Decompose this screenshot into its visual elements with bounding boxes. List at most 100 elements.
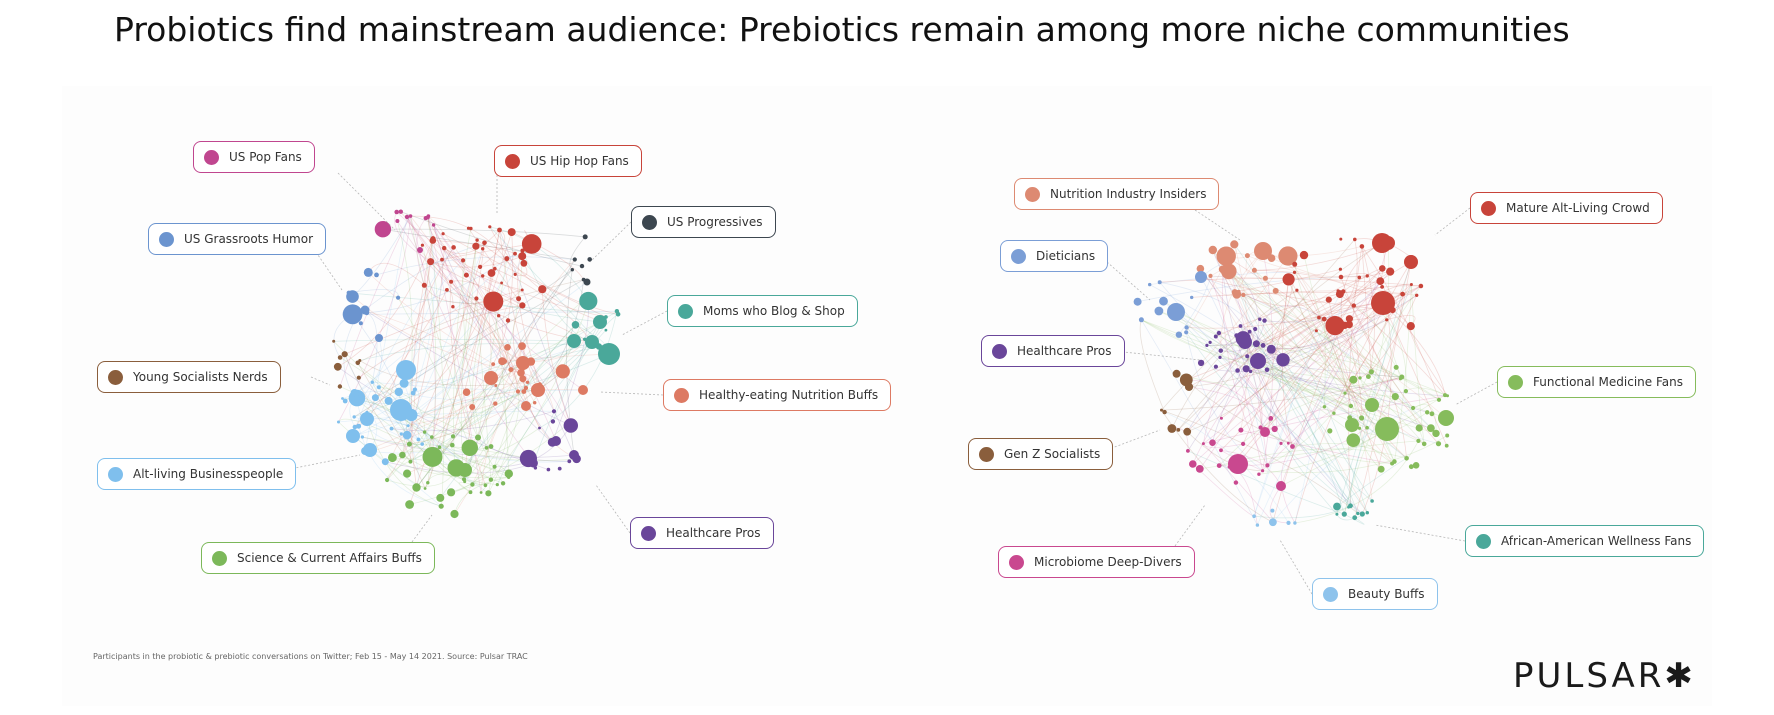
left-node-us-hiphop xyxy=(463,272,469,278)
right-node-microbiome xyxy=(1279,441,1283,445)
right-edge xyxy=(1237,294,1417,465)
right-edge xyxy=(1186,379,1289,444)
label-text: Gen Z Socialists xyxy=(1004,447,1101,461)
right-node-healthcare xyxy=(1238,335,1252,349)
left-node-alt-living xyxy=(384,396,393,405)
left-edge xyxy=(416,259,576,488)
right-node-healthcare xyxy=(1235,368,1240,373)
right-edge xyxy=(1240,325,1368,513)
right-node-functional xyxy=(1408,464,1414,470)
left-node-healthy-eating xyxy=(508,367,514,373)
left-node-moms xyxy=(604,328,608,332)
left-node-us-hiphop xyxy=(469,226,473,231)
left-edge xyxy=(405,259,444,371)
label-microbiome-deep-divers[interactable]: Microbiome Deep-Divers xyxy=(998,546,1195,578)
left-edge xyxy=(541,289,572,426)
left-edge xyxy=(443,247,523,291)
page-title: Probiotics find mainstream audience: Pre… xyxy=(114,10,1570,49)
right-node-functional xyxy=(1375,417,1399,441)
right-edge xyxy=(1256,343,1345,515)
left-node-alt-living xyxy=(376,385,381,390)
label-functional-medicine-fans[interactable]: Functional Medicine Fans xyxy=(1497,366,1696,398)
left-edge xyxy=(406,216,584,391)
right-edge xyxy=(1200,268,1283,366)
left-edge xyxy=(366,418,442,507)
right-node-mature-alt xyxy=(1336,289,1340,293)
right-edge xyxy=(1258,376,1402,475)
label-text: Healthcare Pros xyxy=(1017,344,1112,358)
right-edge xyxy=(1281,279,1293,447)
label-us-grassroots-humor[interactable]: US Grassroots Humor xyxy=(148,223,327,255)
left-node-us-hiphop xyxy=(513,251,517,256)
left-node-us-hiphop xyxy=(518,252,527,261)
right-node-dieticians xyxy=(1184,325,1189,330)
left-node-alt-living xyxy=(363,443,377,457)
label-mature-alt-living-crowd[interactable]: Mature Alt-Living Crowd xyxy=(1470,192,1663,224)
right-node-african-american xyxy=(1352,515,1358,521)
left-node-us-hiphop xyxy=(497,314,501,318)
label-gen-z-socialists[interactable]: Gen Z Socialists xyxy=(968,438,1114,470)
label-moms-who-blog-shop[interactable]: Moms who Blog & Shop xyxy=(667,295,858,327)
label-healthcare-pros-right[interactable]: Healthcare Pros xyxy=(981,335,1125,367)
left-edge xyxy=(421,243,533,445)
right-node-healthcare xyxy=(1197,359,1205,367)
left-node-us-hiphop xyxy=(441,232,445,236)
right-node-functional xyxy=(1438,410,1454,426)
left-edge xyxy=(397,297,471,448)
right-edge xyxy=(1192,318,1325,465)
left-edge xyxy=(476,298,492,480)
left-edge xyxy=(364,378,524,452)
left-edge xyxy=(408,425,468,467)
label-us-progressives[interactable]: US Progressives xyxy=(631,206,776,238)
left-edge xyxy=(410,260,464,416)
leader-line xyxy=(621,310,668,336)
left-node-alt-living xyxy=(399,432,403,436)
left-edge xyxy=(400,211,454,307)
right-edge xyxy=(1210,275,1263,471)
label-us-pop-fans[interactable]: US Pop Fans xyxy=(193,141,315,173)
label-beauty-buffs[interactable]: Beauty Buffs xyxy=(1312,578,1438,610)
left-node-alt-living xyxy=(420,442,425,446)
label-young-socialists-nerds[interactable]: Young Socialists Nerds xyxy=(97,361,281,393)
left-edge xyxy=(382,228,575,260)
left-node-healthy-eating xyxy=(504,344,511,351)
right-node-dieticians xyxy=(1157,280,1162,285)
left-edge xyxy=(407,242,485,426)
leader-line xyxy=(1279,539,1313,595)
right-edge xyxy=(1203,443,1274,523)
right-edge xyxy=(1221,269,1268,466)
left-edge xyxy=(480,387,527,493)
right-edge xyxy=(1250,371,1396,397)
label-nutrition-industry-insiders[interactable]: Nutrition Industry Insiders xyxy=(1014,178,1220,210)
label-alt-living-businesspeople[interactable]: Alt-living Businesspeople xyxy=(97,458,297,490)
left-node-science xyxy=(438,503,444,509)
left-node-us-hiphop xyxy=(427,258,435,266)
label-science-current-affairs-buffs[interactable]: Science & Current Affairs Buffs xyxy=(201,542,435,574)
right-node-mature-alt xyxy=(1405,255,1417,267)
left-node-healthcare xyxy=(533,466,538,470)
label-us-hip-hop-fans[interactable]: US Hip Hop Fans xyxy=(494,145,642,177)
right-edge xyxy=(1294,272,1352,407)
label-african-american-wellness-fans[interactable]: African-American Wellness Fans xyxy=(1465,525,1705,557)
right-edge xyxy=(1212,249,1393,464)
right-edge xyxy=(1149,284,1407,459)
label-dieticians[interactable]: Dieticians xyxy=(1000,240,1109,272)
right-node-microbiome xyxy=(1265,463,1270,468)
left-node-young-socialists xyxy=(333,362,342,371)
right-edge xyxy=(1139,319,1165,413)
label-healthcare-pros-left[interactable]: Healthcare Pros xyxy=(630,517,774,549)
left-node-science xyxy=(405,500,414,509)
left-node-moms xyxy=(585,335,599,349)
right-node-nutrition-insiders xyxy=(1254,242,1272,260)
right-node-mature-alt xyxy=(1341,321,1349,329)
left-edge xyxy=(366,418,468,467)
right-edge xyxy=(1203,369,1268,444)
right-edge xyxy=(1264,268,1383,433)
right-node-microbiome xyxy=(1241,441,1246,446)
right-node-genz xyxy=(1172,369,1181,378)
right-node-mature-alt xyxy=(1295,288,1299,292)
label-healthy-eating-nutrition-buffs[interactable]: Healthy-eating Nutrition Buffs xyxy=(663,379,892,411)
right-edge xyxy=(1159,281,1256,330)
left-node-science xyxy=(408,459,413,464)
